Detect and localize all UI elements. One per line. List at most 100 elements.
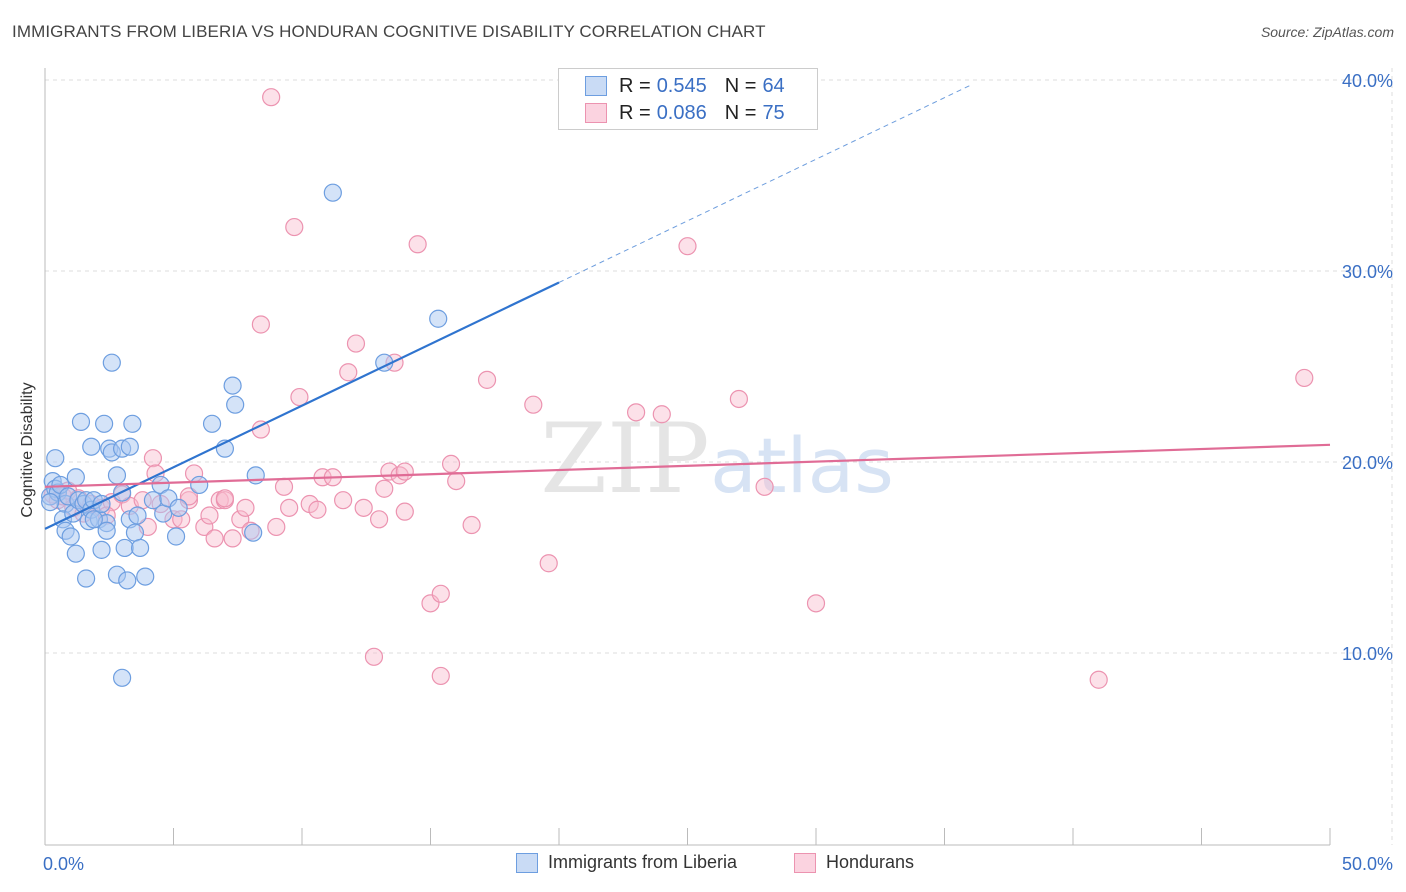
hondurans-point [375,479,394,498]
chart-title: IMMIGRANTS FROM LIBERIA VS HONDURAN COGN… [12,22,766,41]
liberia-trend-line [44,281,560,530]
liberia-point [244,523,263,542]
legend-label-hondurans: Hondurans [826,852,915,872]
y-axis-label-wrap: Cognitive Disability [8,60,48,840]
hondurans-point [539,554,558,573]
liberia-point [120,437,139,456]
hondurans-point [179,487,199,506]
liberia-point [66,544,85,563]
liberia-legend-swatch [516,852,538,873]
hondurans-point [1089,670,1108,689]
hondurans-point [262,88,281,107]
liberia-point [223,376,242,395]
stats-row-hondurans: R = 0.086 N = 75 [585,100,785,126]
watermark-atlas: atlas [710,421,894,510]
hondurans-point [267,517,286,537]
x-tick-label: 0.0% [43,854,84,874]
liberia-point [154,504,173,523]
liberia-point [323,183,342,202]
liberia-point [246,466,265,485]
liberia-point [115,538,134,558]
hondurans-point [477,370,497,389]
hondurans-point [143,449,163,468]
liberia-point [82,437,101,456]
liberia-point [166,527,186,546]
hondurans-point [215,489,234,508]
hondurans-point [236,498,255,517]
liberia-point [107,466,127,485]
liberia-point [125,523,145,542]
liberia-point [136,567,155,586]
hondurans-point [755,477,774,496]
hondurans-trend-line [44,443,1331,488]
hondurans-point [395,502,414,521]
hondurans-point [462,515,481,535]
legend-item-liberia[interactable]: Immigrants from Liberia [516,852,737,873]
liberia-point [61,527,80,546]
hondurans-point [729,389,749,409]
liberia-point [97,521,116,540]
hondurans-point [195,517,214,537]
liberia-point [46,449,65,468]
liberia-point [77,569,96,588]
hondurans-point [346,334,366,353]
n-value: 64 [762,74,785,97]
hondurans-point [370,510,389,529]
hondurans-point [231,510,250,529]
r-value: 0.545 [656,74,707,97]
r-label: R = [619,101,651,124]
n-label: N = [724,74,757,97]
hondurans-point [441,454,461,474]
hondurans-point [334,491,353,510]
liberia-point [169,498,188,517]
hondurans-point [339,363,358,382]
hondurans-point [251,315,270,334]
y-axis-label: Cognitive Disability [19,382,36,518]
watermark: ZIP atlas [540,403,893,515]
liberia-point [190,475,209,495]
hondurans-point [431,666,450,686]
hondurans-point [431,584,450,603]
hondurans-legend-swatch [794,852,816,873]
hondurans-point [285,217,304,237]
liberia-point [84,510,103,529]
hondurans-point [205,529,224,548]
liberia-points [41,183,448,687]
hondurans-point [223,529,242,548]
hondurans-point [200,506,219,525]
hondurans-point [524,395,543,414]
n-value: 75 [762,101,785,124]
hondurans-point [652,405,671,424]
y-tick-label: 10.0% [1342,644,1393,664]
liberia-point [226,395,245,414]
n-label: N = [724,101,757,124]
liberia-point [92,540,111,559]
liberia-point [128,506,147,525]
y-tick-label: 40.0% [1342,71,1393,91]
hondurans-point [806,594,826,613]
liberia-point [112,668,132,687]
axes [44,68,1331,846]
hondurans-point [290,387,309,407]
hondurans-point [408,235,427,254]
y-tick-labels: 10.0% 20.0% 30.0% 40.0% [1342,71,1393,664]
liberia-point [41,493,60,512]
trend-lines [44,84,1331,530]
hondurans-point [308,500,327,519]
hondurans-point [447,472,466,491]
liberia-point [130,538,150,558]
x-tick-label: 50.0% [1342,854,1393,874]
liberia-point [118,571,137,590]
liberia-swatch [585,76,607,96]
hondurans-swatch [585,103,607,123]
r-value: 0.086 [656,101,707,124]
r-label: R = [619,74,651,97]
liberia-point [102,353,121,372]
x-tick-labels: 0.0% 50.0% [43,854,1393,874]
liberia-point [66,468,85,487]
hondurans-point [395,462,414,481]
liberia-point [123,414,142,433]
hondurans-point [354,498,373,517]
legend-item-hondurans[interactable]: Hondurans [794,852,914,873]
